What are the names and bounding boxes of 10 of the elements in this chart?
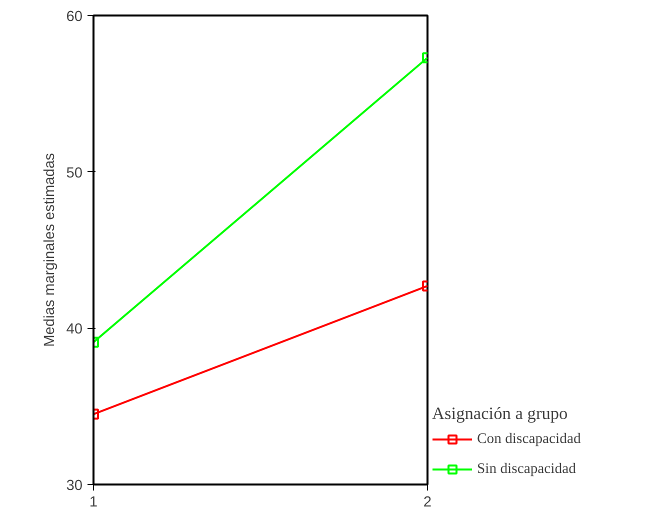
legend-title: Asignación a grupo	[432, 404, 569, 424]
legend-label: Sin discapacidad	[477, 460, 576, 478]
y-tick-label: 40	[66, 322, 83, 338]
y-axis-title: Medias marginales estimadas	[42, 153, 58, 347]
x-tick-label: 2	[423, 494, 432, 510]
y-tick-label: 60	[66, 9, 83, 25]
y-tick-label: 50	[66, 165, 83, 182]
y-tick-label: 30	[66, 478, 83, 494]
legend-label: Con discapacidad	[477, 430, 581, 448]
x-tick-label: 1	[89, 494, 98, 510]
